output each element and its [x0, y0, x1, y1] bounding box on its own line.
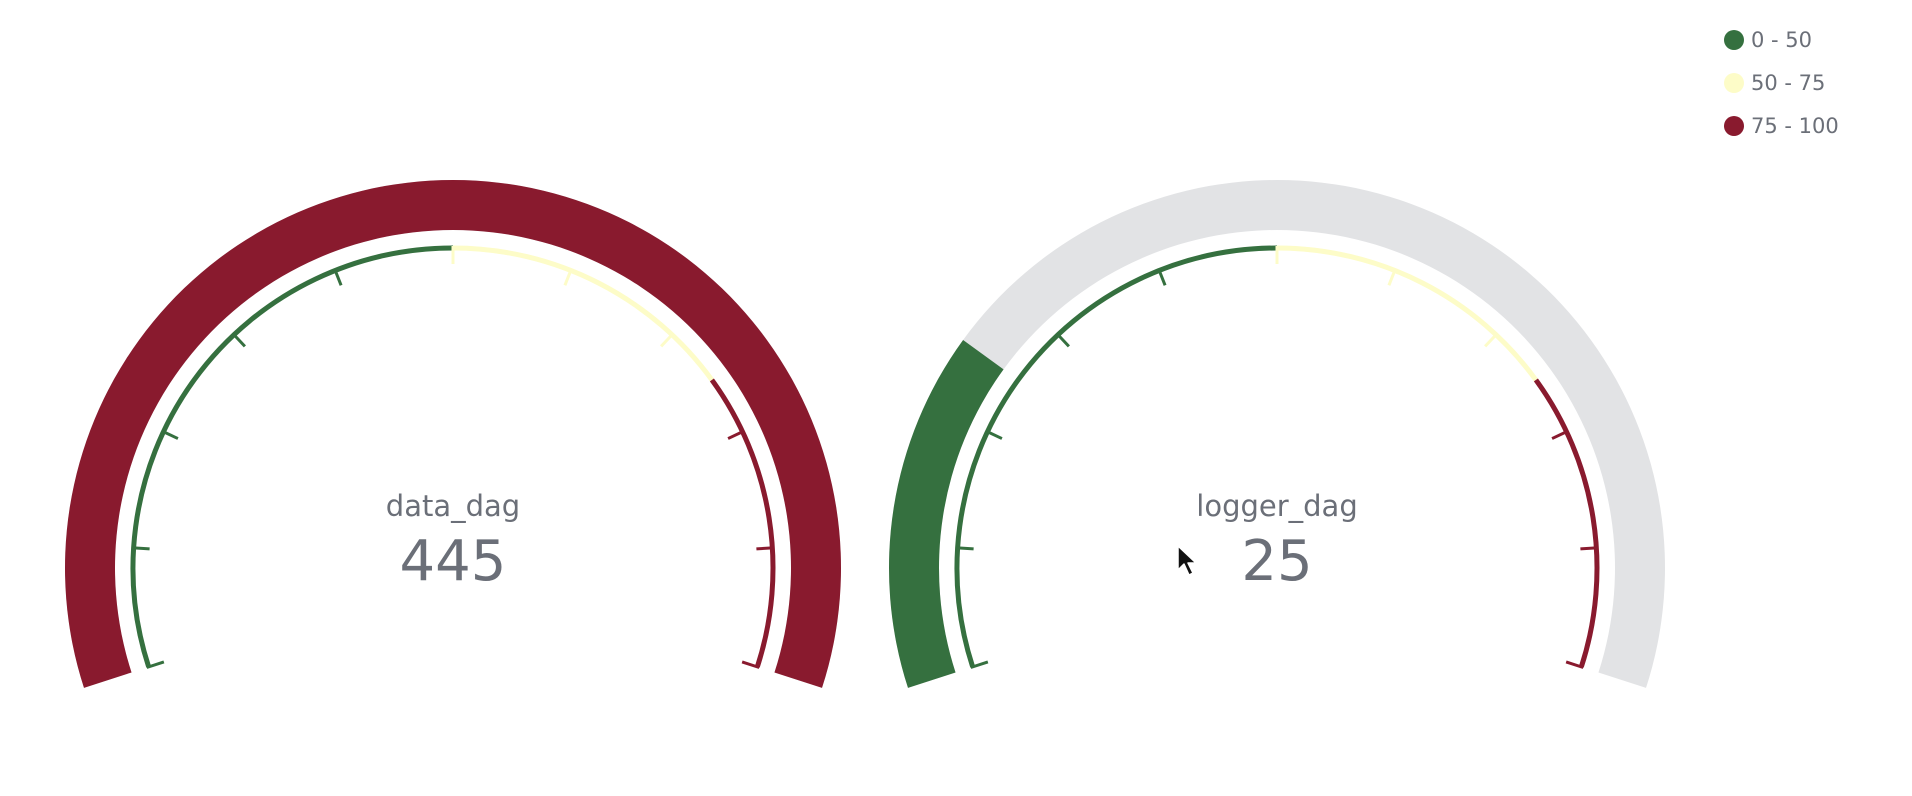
gauge-tick [1387, 268, 1397, 286]
gauge-value-bar [888, 339, 1004, 688]
gauge-tick [131, 546, 150, 551]
gauge-tick [741, 660, 760, 669]
gauge-threshold-ring [709, 378, 776, 668]
gauge-threshold-ring [1533, 378, 1600, 668]
legend-label-50-75: 50 - 75 [1751, 70, 1826, 95]
gauge-tick [146, 660, 165, 669]
gauge-threshold-ring [130, 245, 454, 668]
gauge-tick [1484, 332, 1499, 348]
gauge-tick [333, 268, 343, 286]
gauge-tick [1055, 332, 1070, 348]
mouse-cursor-icon [1177, 545, 1197, 576]
gauge-data_dag: data_dag 445 [64, 179, 841, 688]
gauge-tick [660, 332, 675, 348]
gauge-value-label: 445 [400, 529, 507, 594]
gauge-tick [727, 429, 745, 440]
gauge-threshold-ring [954, 245, 1278, 668]
legend-swatch-50-75 [1724, 72, 1744, 93]
legend-swatch-0-50 [1724, 29, 1744, 50]
gauge-tick [985, 429, 1003, 440]
legend-label-0-50: 0 - 50 [1751, 27, 1813, 52]
gauge-tick [1551, 429, 1569, 440]
gauge-tick [1565, 660, 1584, 669]
legend-label-75-100: 75 - 100 [1751, 113, 1839, 138]
gauge-tick [955, 546, 974, 551]
gauge-threshold-ring [452, 245, 714, 382]
legend-swatch-75-100 [1724, 115, 1744, 136]
legend-item-50-75[interactable]: 50 - 75 [1724, 61, 1839, 104]
legend-item-0-50[interactable]: 0 - 50 [1724, 18, 1839, 61]
gauge-tick [1580, 546, 1599, 551]
gauge-value-label: 25 [1241, 529, 1312, 594]
legend: 0 - 50 50 - 75 75 - 100 [1724, 18, 1839, 147]
gauge-threshold-ring [1276, 245, 1538, 382]
gauge-logger_dag: logger_dag 25 [888, 179, 1665, 688]
gauge-tick [756, 546, 775, 551]
legend-item-75-100[interactable]: 75 - 100 [1724, 104, 1839, 147]
gauge-tick [970, 660, 989, 669]
gauge-tick [563, 268, 573, 286]
gauge-title: logger_dag [1196, 489, 1357, 523]
gauge-tick [1157, 268, 1167, 286]
gauge-title: data_dag [386, 489, 520, 523]
gauge-tick [161, 429, 179, 440]
gauge-tick [231, 332, 246, 348]
